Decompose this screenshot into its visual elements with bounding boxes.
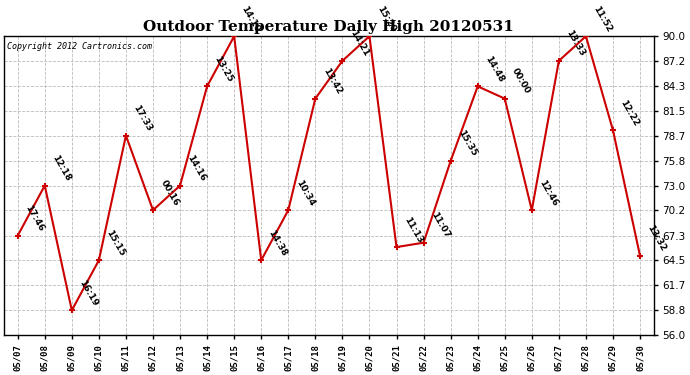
- Text: 13:25: 13:25: [213, 54, 235, 84]
- Text: 12:22: 12:22: [618, 98, 640, 128]
- Text: 14:10: 14:10: [239, 4, 262, 33]
- Text: 11:07: 11:07: [429, 211, 451, 240]
- Text: 11:52: 11:52: [591, 4, 613, 33]
- Text: 11:13: 11:13: [402, 215, 424, 244]
- Text: 00:16: 00:16: [159, 178, 181, 207]
- Title: Outdoor Temperature Daily High 20120531: Outdoor Temperature Daily High 20120531: [144, 20, 514, 34]
- Text: 17:46: 17:46: [23, 203, 46, 233]
- Text: 14:21: 14:21: [348, 28, 370, 58]
- Text: 13:33: 13:33: [564, 29, 586, 58]
- Text: 14:48: 14:48: [483, 54, 506, 84]
- Text: 13:42: 13:42: [321, 66, 343, 96]
- Text: 15:35: 15:35: [456, 129, 478, 158]
- Text: Copyright 2012 Cartronics.com: Copyright 2012 Cartronics.com: [8, 42, 152, 51]
- Text: 16:19: 16:19: [77, 278, 99, 308]
- Text: 12:46: 12:46: [538, 178, 560, 207]
- Text: 15:20: 15:20: [375, 4, 397, 33]
- Text: 00:00: 00:00: [511, 67, 532, 96]
- Text: 12:18: 12:18: [50, 153, 72, 183]
- Text: 15:15: 15:15: [104, 228, 126, 258]
- Text: 17:33: 17:33: [132, 104, 154, 133]
- Text: 14:16: 14:16: [186, 153, 208, 183]
- Text: 14:38: 14:38: [267, 228, 289, 258]
- Text: 13:32: 13:32: [646, 224, 668, 253]
- Text: 10:34: 10:34: [294, 178, 316, 207]
